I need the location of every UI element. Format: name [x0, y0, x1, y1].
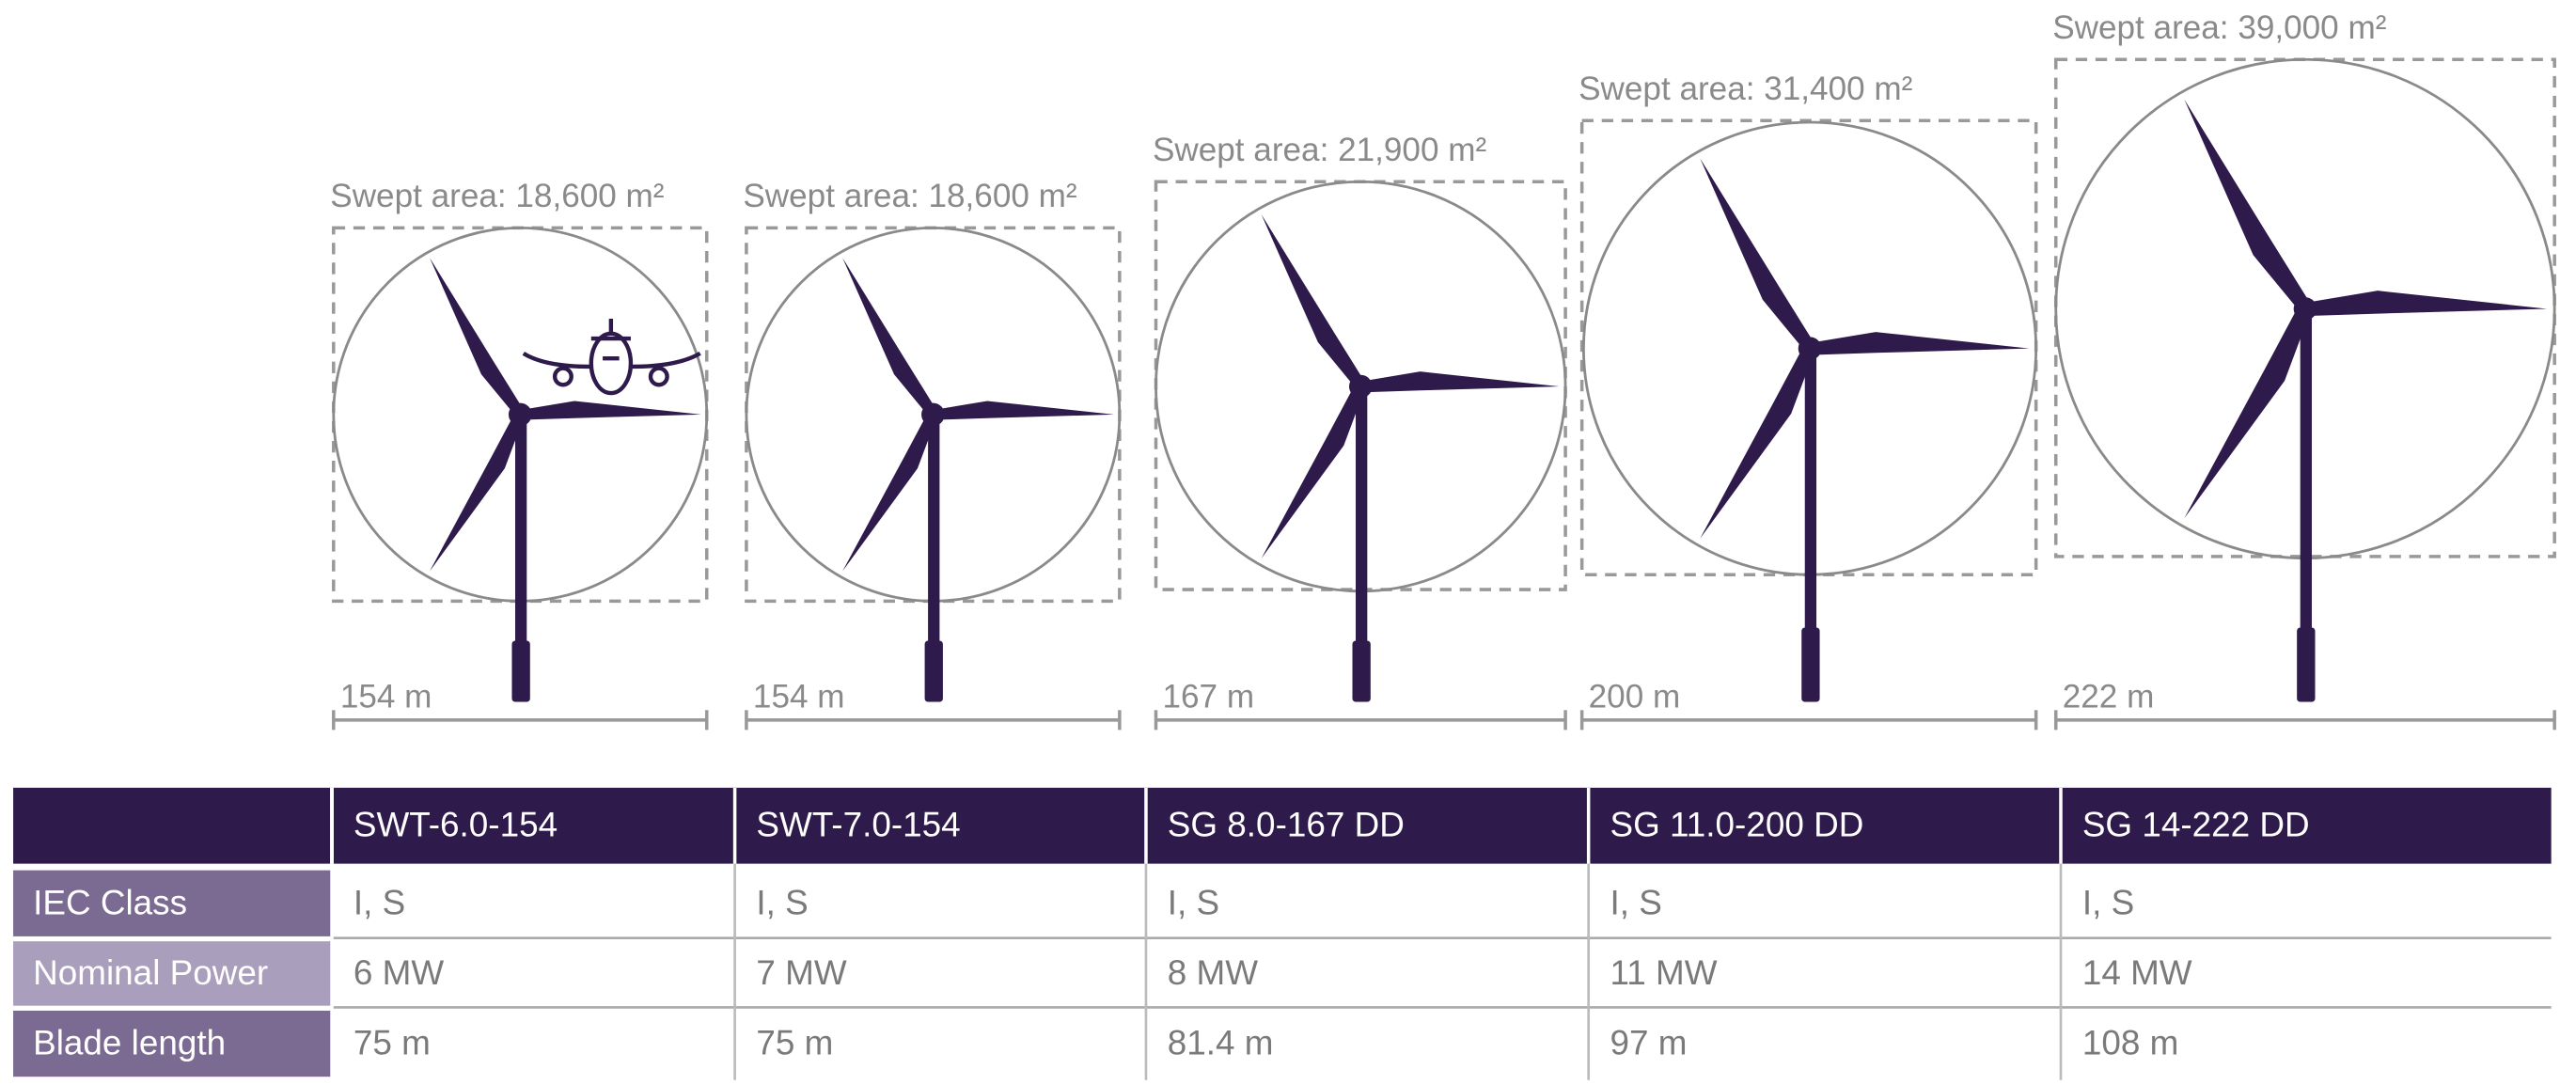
- row-label: IEC Class: [33, 883, 187, 921]
- tower: [1356, 386, 1368, 702]
- column-header: SG 14-222 DD: [2082, 806, 2310, 844]
- hub: [1798, 337, 1822, 360]
- table-cell: 11 MW: [1610, 953, 1718, 992]
- swept-area-label: Swept area: 18,600 m²: [743, 178, 1076, 214]
- column-header: SWT-6.0-154: [353, 806, 558, 844]
- table-cell: 108 m: [2082, 1024, 2179, 1062]
- airplane-body: [589, 331, 634, 396]
- hub: [1348, 374, 1373, 399]
- swept-area-label: Swept area: 18,600 m²: [330, 178, 664, 214]
- tower: [1804, 348, 1817, 702]
- tower-base: [1352, 640, 1371, 702]
- table-cell: 7 MW: [756, 953, 846, 992]
- blade: [430, 411, 525, 572]
- table-cell: I, S: [1168, 883, 1219, 921]
- airplane-engine: [552, 366, 573, 387]
- blade: [1261, 383, 1365, 558]
- blade: [842, 411, 937, 572]
- row-label-cell: [13, 1010, 331, 1077]
- blade: [2304, 291, 2548, 317]
- diameter-label: 200 m: [1589, 678, 1681, 715]
- turbine: Swept area: 31,400 m² 200 m: [1579, 71, 2038, 731]
- row-label: Blade length: [33, 1024, 226, 1062]
- swept-area-label: Swept area: 31,400 m²: [1579, 71, 1912, 107]
- table-cell: I, S: [756, 883, 808, 921]
- table-cell: 81.4 m: [1168, 1024, 1274, 1062]
- swept-area-label: Swept area: 39,000 m²: [2052, 9, 2386, 46]
- tower: [928, 414, 940, 702]
- table-cell: 8 MW: [1168, 953, 1258, 992]
- diameter-label: 154 m: [340, 678, 432, 715]
- header-row: [13, 787, 2552, 864]
- diameter-label: 167 m: [1163, 678, 1255, 715]
- blade: [430, 258, 526, 417]
- hub: [508, 402, 532, 427]
- row-label: Nominal Power: [33, 953, 268, 992]
- blade: [1700, 158, 1816, 352]
- column-header: SWT-7.0-154: [756, 806, 960, 844]
- turbine: Swept area: 18,600 m² 154 m: [743, 178, 1122, 731]
- spec-table: SWT-6.0-154 SWT-7.0-154 SG 8.0-167 DD SG 11…: [13, 787, 2552, 1080]
- tower: [515, 414, 527, 702]
- tower-base: [1801, 627, 1820, 702]
- blade: [1810, 332, 2030, 355]
- airplane-wings: [522, 351, 701, 370]
- table-cell: 75 m: [353, 1024, 431, 1062]
- table-cell: 75 m: [756, 1024, 833, 1062]
- tower-base: [2297, 627, 2316, 702]
- diameter-label: 154 m: [753, 678, 845, 715]
- table-cell: 97 m: [1610, 1024, 1688, 1062]
- column-header: SG 11.0-200 DD: [1610, 806, 1864, 844]
- row-label-cell: [13, 870, 331, 936]
- table-cell: 6 MW: [353, 953, 444, 992]
- tower-base: [511, 640, 530, 702]
- hub: [2293, 297, 2317, 321]
- turbine: Swept area: 39,000 m² 222 m: [2052, 9, 2556, 731]
- turbine: Swept area: 21,900 m² 167 m: [1153, 132, 1567, 731]
- column-header: SG 8.0-167 DD: [1168, 806, 1405, 844]
- table-cell: I, S: [353, 883, 405, 921]
- diameter-label: 222 m: [2063, 678, 2155, 715]
- table-cell: I, S: [2082, 883, 2134, 921]
- blade: [2184, 305, 2311, 519]
- table-cell: I, S: [1610, 883, 1662, 921]
- airplane-engine: [648, 366, 669, 387]
- table-cell: 14 MW: [2082, 953, 2192, 992]
- turbine: Swept area: 18,600 m² 154 m: [330, 178, 709, 731]
- blade: [1700, 345, 1815, 539]
- blade: [1261, 214, 1366, 389]
- tower-base: [924, 640, 943, 702]
- tower: [2300, 308, 2312, 702]
- airplane-icon: [522, 319, 701, 396]
- blade: [933, 401, 1114, 420]
- row-label-cell: [13, 941, 331, 1006]
- swept-area-label: Swept area: 21,900 m²: [1153, 132, 1486, 168]
- blade: [520, 401, 701, 420]
- blade: [1360, 371, 1560, 393]
- blade: [842, 258, 938, 417]
- blade: [2184, 99, 2312, 312]
- hub: [921, 402, 945, 427]
